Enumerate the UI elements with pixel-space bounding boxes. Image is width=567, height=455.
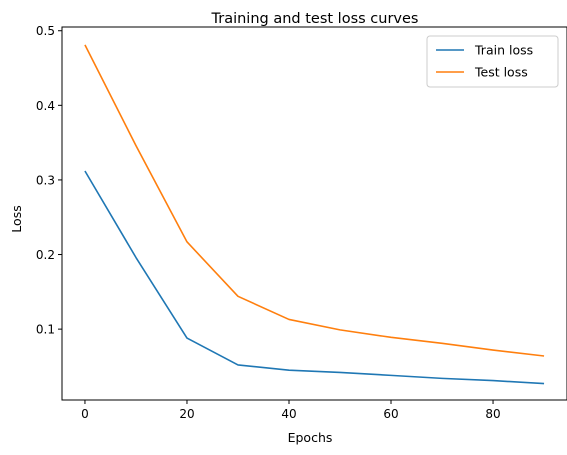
x-tick-label: 40 [281, 407, 296, 421]
x-tick-label: 60 [383, 407, 398, 421]
series-line-train-loss [84, 170, 545, 385]
series-line-test-loss [84, 44, 545, 357]
x-tick-label: 80 [485, 407, 500, 421]
chart-title: Training and test loss curves [211, 11, 419, 27]
plot-area-frame [61, 26, 567, 401]
legend-label: Test loss [474, 65, 528, 80]
x-tick-label: 20 [179, 407, 194, 421]
legend: Train loss Test loss [426, 35, 559, 88]
y-tick-label: 0.4 [36, 99, 55, 113]
y-tick-label: 0.3 [36, 173, 55, 187]
y-tick-label: 0.2 [36, 248, 55, 262]
series-lines [84, 44, 545, 385]
x-axis-label: Epochs [288, 430, 333, 445]
y-tick-label: 0.5 [36, 24, 55, 38]
y-tick-label: 0.1 [36, 323, 55, 337]
y-axis-label: Loss [9, 205, 24, 232]
legend-box [426, 35, 559, 88]
x-tick-label: 0 [81, 407, 89, 421]
legend-label: Train loss [474, 43, 533, 58]
axis-ticks: 0 20 40 60 80 0.1 0.2 0.3 0.4 0.5 [36, 24, 501, 421]
